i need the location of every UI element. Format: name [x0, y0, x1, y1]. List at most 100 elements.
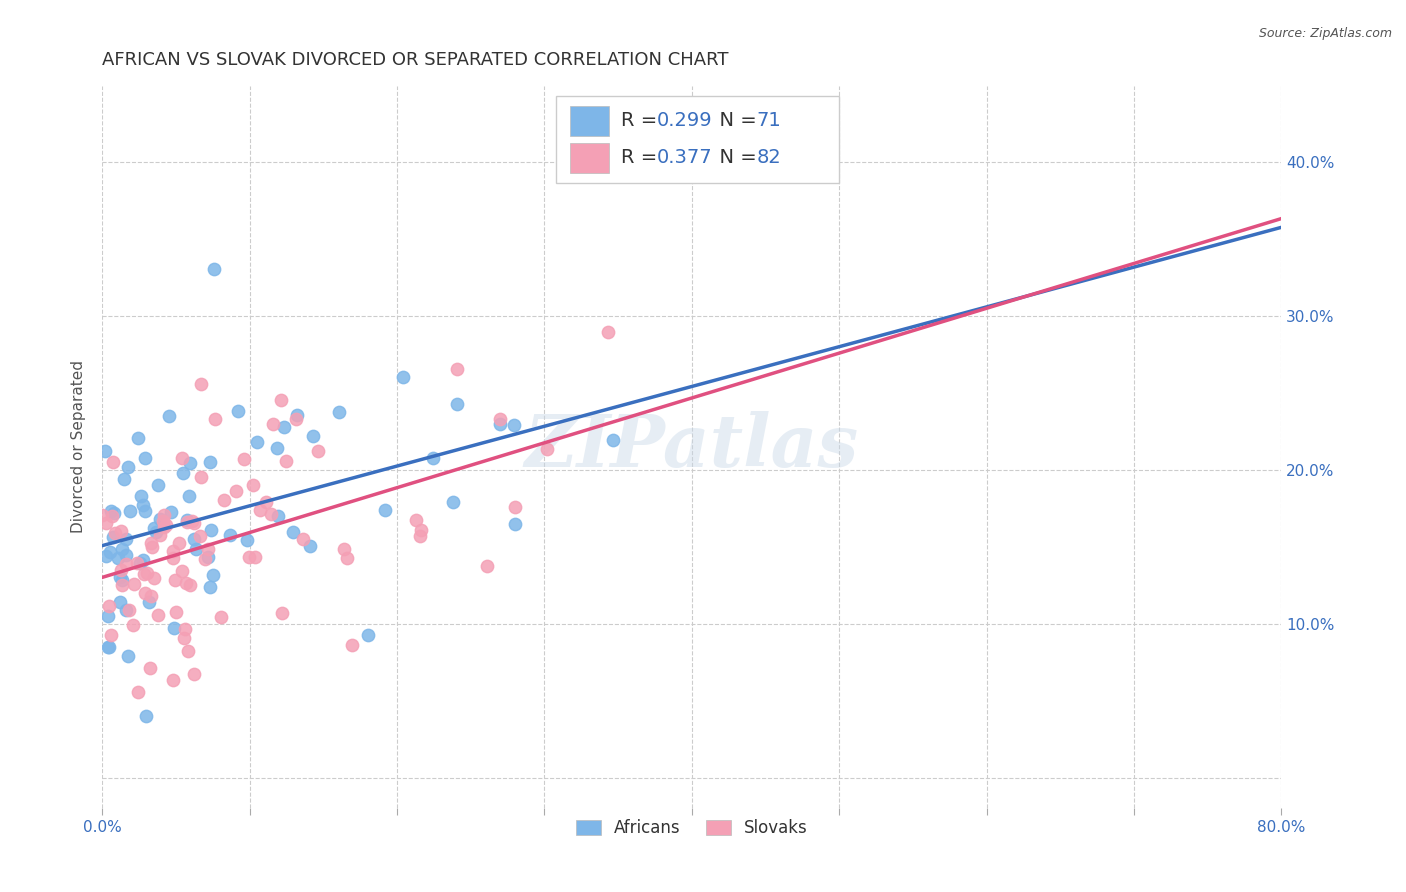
- Point: [155, 517, 177, 532]
- Point: [243, 550, 266, 565]
- Point: [176, 513, 198, 527]
- Point: [120, 504, 142, 518]
- Point: [100, 504, 122, 518]
- Point: [115, 532, 138, 546]
- Point: [536, 442, 558, 456]
- Point: [262, 417, 284, 431]
- Point: [108, 595, 131, 609]
- Point: [198, 580, 221, 594]
- Point: [127, 431, 149, 445]
- Point: [475, 558, 498, 573]
- Legend: Africans, Slovaks: Africans, Slovaks: [569, 812, 814, 844]
- Point: [152, 514, 174, 528]
- Point: [392, 370, 415, 384]
- Point: [270, 606, 292, 620]
- Text: R =: R =: [621, 112, 664, 130]
- Point: [184, 542, 207, 557]
- Point: [422, 451, 444, 466]
- Point: [107, 550, 129, 565]
- Point: [159, 505, 181, 519]
- Text: N =: N =: [707, 112, 763, 130]
- Point: [183, 516, 205, 531]
- Point: [104, 525, 127, 540]
- Point: [602, 433, 624, 447]
- Point: [165, 605, 187, 619]
- Point: [176, 516, 198, 530]
- Point: [122, 577, 145, 591]
- Point: [342, 638, 364, 652]
- Point: [179, 578, 201, 592]
- Point: [138, 661, 160, 675]
- Point: [162, 544, 184, 558]
- Point: [117, 459, 139, 474]
- FancyBboxPatch shape: [571, 106, 609, 136]
- Point: [115, 557, 138, 571]
- Point: [129, 489, 152, 503]
- Point: [149, 512, 172, 526]
- Point: [97, 608, 120, 623]
- Point: [143, 570, 166, 584]
- Point: [172, 466, 194, 480]
- Text: 0.299: 0.299: [657, 112, 711, 130]
- Point: [94, 516, 117, 530]
- Point: [267, 509, 290, 524]
- Point: [405, 512, 427, 526]
- Point: [198, 455, 221, 469]
- Point: [246, 435, 269, 450]
- Point: [200, 523, 222, 537]
- Text: ZIPatlas: ZIPatlas: [524, 411, 859, 483]
- Point: [132, 552, 155, 566]
- Point: [132, 567, 155, 582]
- Point: [194, 552, 217, 566]
- Point: [143, 521, 166, 535]
- Text: N =: N =: [707, 148, 763, 168]
- Point: [96, 549, 118, 564]
- Point: [153, 520, 176, 534]
- Point: [167, 536, 190, 550]
- Point: [598, 325, 620, 339]
- Point: [141, 589, 163, 603]
- Point: [125, 556, 148, 570]
- Point: [201, 567, 224, 582]
- Point: [489, 412, 512, 426]
- Text: 71: 71: [756, 112, 782, 130]
- Point: [307, 444, 329, 458]
- Text: 82: 82: [756, 148, 782, 168]
- Point: [249, 502, 271, 516]
- Point: [115, 603, 138, 617]
- Point: [202, 262, 225, 277]
- Point: [328, 404, 350, 418]
- Point: [242, 478, 264, 492]
- Point: [441, 494, 464, 508]
- Point: [302, 429, 325, 443]
- Point: [238, 550, 260, 565]
- Point: [260, 507, 283, 521]
- Point: [111, 542, 134, 557]
- Point: [190, 469, 212, 483]
- Point: [117, 603, 139, 617]
- Point: [285, 409, 308, 423]
- Text: AFRICAN VS SLOVAK DIVORCED OR SEPARATED CORRELATION CHART: AFRICAN VS SLOVAK DIVORCED OR SEPARATED …: [103, 51, 728, 69]
- Point: [128, 556, 150, 570]
- Point: [101, 455, 124, 469]
- Point: [135, 709, 157, 723]
- Point: [152, 508, 174, 522]
- Point: [446, 397, 468, 411]
- Point: [505, 517, 527, 532]
- Point: [190, 529, 212, 543]
- Point: [177, 644, 200, 658]
- Point: [276, 454, 298, 468]
- Point: [409, 529, 432, 543]
- Point: [374, 503, 396, 517]
- Point: [270, 392, 292, 407]
- Point: [98, 545, 121, 559]
- Point: [488, 417, 510, 432]
- Point: [146, 608, 169, 623]
- Point: [446, 362, 468, 376]
- Point: [226, 404, 249, 418]
- Point: [209, 609, 232, 624]
- Point: [100, 627, 122, 641]
- Point: [285, 411, 308, 425]
- Point: [180, 514, 202, 528]
- Text: 0.377: 0.377: [657, 148, 711, 168]
